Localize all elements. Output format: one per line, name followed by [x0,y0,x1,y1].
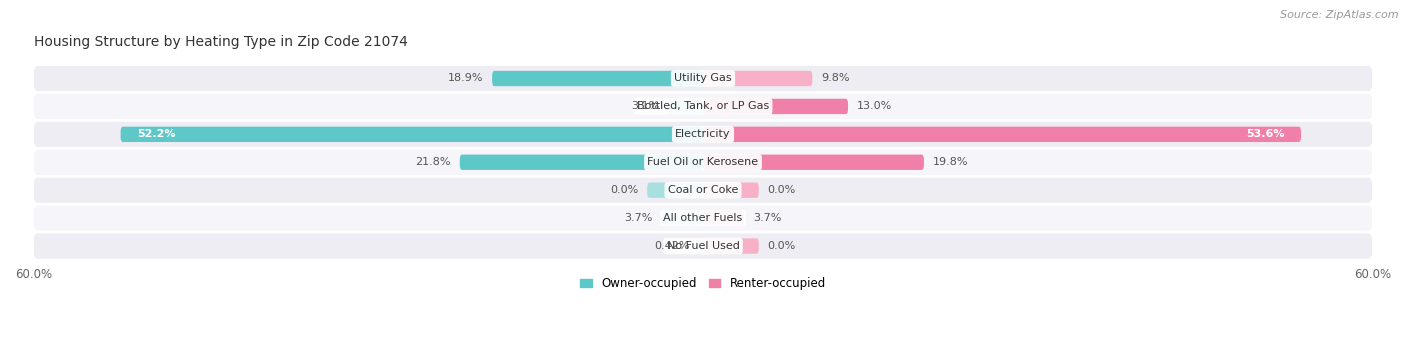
FancyBboxPatch shape [34,122,1372,147]
FancyBboxPatch shape [121,127,703,142]
FancyBboxPatch shape [647,182,703,198]
FancyBboxPatch shape [703,71,813,86]
FancyBboxPatch shape [34,178,1372,203]
Text: 3.7%: 3.7% [754,213,782,223]
FancyBboxPatch shape [699,238,703,254]
Text: Electricity: Electricity [675,129,731,139]
Text: Source: ZipAtlas.com: Source: ZipAtlas.com [1281,10,1399,20]
FancyBboxPatch shape [34,66,1372,91]
Text: 0.0%: 0.0% [768,241,796,251]
Text: Bottled, Tank, or LP Gas: Bottled, Tank, or LP Gas [637,101,769,112]
FancyBboxPatch shape [34,234,1372,258]
Text: 21.8%: 21.8% [415,157,451,167]
FancyBboxPatch shape [34,150,1372,175]
Text: 18.9%: 18.9% [447,74,484,84]
FancyBboxPatch shape [703,127,1301,142]
Text: 0.0%: 0.0% [768,185,796,195]
FancyBboxPatch shape [34,94,1372,119]
FancyBboxPatch shape [460,154,703,170]
Text: 0.0%: 0.0% [610,185,638,195]
Text: 0.42%: 0.42% [654,241,689,251]
Text: No Fuel Used: No Fuel Used [666,241,740,251]
Text: Housing Structure by Heating Type in Zip Code 21074: Housing Structure by Heating Type in Zip… [34,35,408,49]
Text: 3.7%: 3.7% [624,213,652,223]
Text: All other Fuels: All other Fuels [664,213,742,223]
Text: 53.6%: 53.6% [1246,129,1284,139]
Text: Utility Gas: Utility Gas [675,74,731,84]
FancyBboxPatch shape [492,71,703,86]
Text: Coal or Coke: Coal or Coke [668,185,738,195]
FancyBboxPatch shape [668,99,703,114]
FancyBboxPatch shape [34,206,1372,231]
Legend: Owner-occupied, Renter-occupied: Owner-occupied, Renter-occupied [575,272,831,295]
FancyBboxPatch shape [703,182,759,198]
Text: 52.2%: 52.2% [138,129,176,139]
Text: 9.8%: 9.8% [821,74,849,84]
FancyBboxPatch shape [703,210,744,226]
FancyBboxPatch shape [703,238,759,254]
FancyBboxPatch shape [662,210,703,226]
FancyBboxPatch shape [703,154,924,170]
Text: 13.0%: 13.0% [858,101,893,112]
Text: 3.1%: 3.1% [631,101,659,112]
FancyBboxPatch shape [703,99,848,114]
Text: 19.8%: 19.8% [932,157,969,167]
Text: Fuel Oil or Kerosene: Fuel Oil or Kerosene [647,157,759,167]
